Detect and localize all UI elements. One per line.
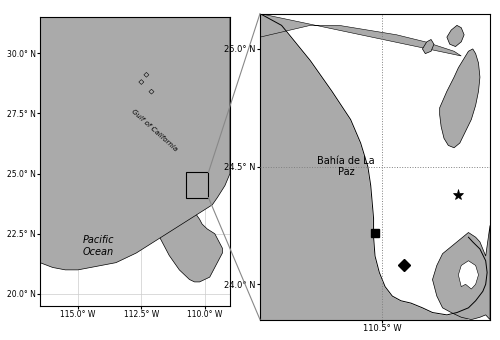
Polygon shape: [440, 49, 480, 148]
Polygon shape: [139, 80, 144, 84]
Polygon shape: [432, 225, 490, 320]
Polygon shape: [458, 261, 478, 289]
Bar: [186, 172, 208, 198]
Polygon shape: [40, 17, 230, 270]
Text: Bahía de La
Paz: Bahía de La Paz: [318, 156, 375, 177]
Polygon shape: [260, 14, 490, 320]
Polygon shape: [447, 26, 464, 47]
Polygon shape: [422, 39, 434, 54]
Polygon shape: [149, 89, 154, 94]
Polygon shape: [260, 14, 461, 56]
Polygon shape: [144, 72, 149, 77]
Text: Pacific
Ocean: Pacific Ocean: [82, 235, 114, 257]
Polygon shape: [40, 17, 222, 282]
Text: Gulf of California: Gulf of California: [130, 108, 178, 152]
